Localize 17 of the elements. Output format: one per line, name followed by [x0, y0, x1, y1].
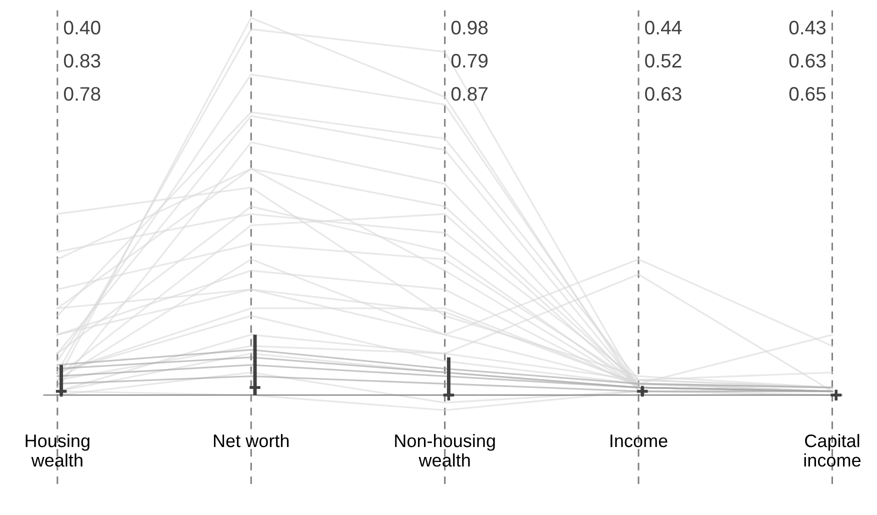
- x-tick-label: Housing wealth: [26, 434, 90, 467]
- annotation: 0.43: [789, 20, 826, 34]
- annotation: 0.79: [451, 54, 488, 68]
- annotation: 0.40: [64, 20, 100, 34]
- annotation: 0.83: [64, 54, 100, 68]
- x-tick-label: Income: [610, 434, 668, 448]
- annotation: 0.63: [645, 87, 682, 101]
- annotation: 0.87: [451, 87, 488, 101]
- annotation: 0.78: [64, 87, 100, 101]
- x-tick-label: Capital income: [804, 434, 861, 467]
- annotation: 0.98: [451, 20, 488, 34]
- annotation: 0.65: [789, 87, 826, 101]
- x-tick-label: Net worth: [214, 434, 289, 448]
- x-tick-label: Non-housing wealth: [395, 434, 495, 467]
- annotation: 0.52: [645, 54, 682, 68]
- annotation: 0.63: [789, 54, 826, 68]
- annotation: 0.44: [645, 20, 682, 34]
